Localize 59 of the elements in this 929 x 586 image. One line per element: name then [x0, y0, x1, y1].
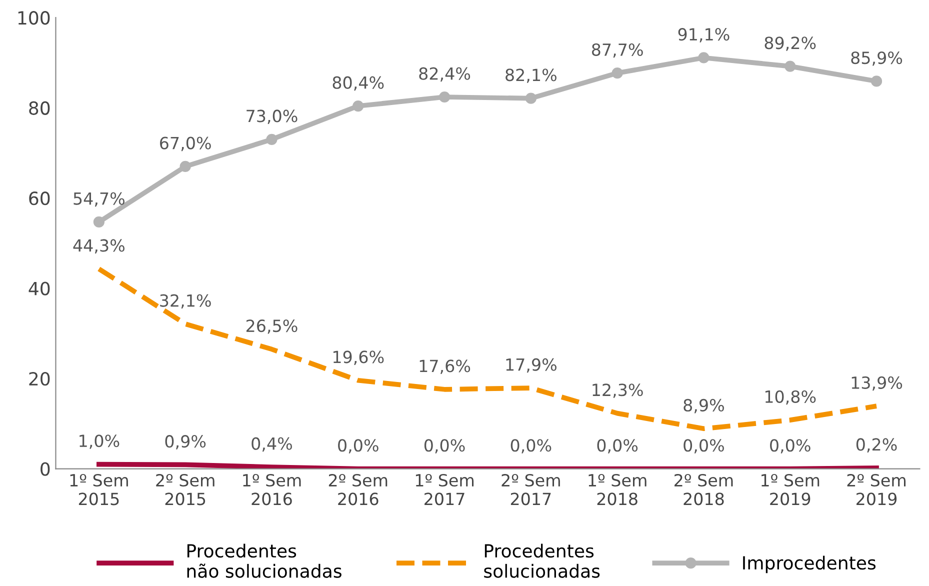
- legend-label: Improcedentes: [743, 556, 876, 574]
- point: [870, 76, 882, 87]
- x-tick-label: 1º Sem 2017: [416, 474, 474, 506]
- data-label: 82,1%: [506, 68, 556, 83]
- data-label: 32,1%: [160, 294, 211, 309]
- point: [612, 68, 623, 79]
- data-label: 10,8%: [765, 390, 816, 405]
- x-tick-label: 2º Sem 2018: [674, 474, 733, 506]
- data-label: 0,0%: [338, 439, 378, 454]
- data-label: 73,0%: [246, 110, 298, 124]
- y-tick-label: 40: [28, 282, 50, 296]
- point: [352, 100, 364, 112]
- legend-label: Procedentes solucionadas: [484, 544, 600, 578]
- data-label: 26,5%: [246, 320, 298, 334]
- point: [438, 91, 450, 103]
- point: [698, 52, 710, 64]
- x-tick-label: 1º Sem 2018: [588, 474, 646, 506]
- data-label: 0,2%: [856, 438, 897, 452]
- y-tick-label: 60: [29, 192, 50, 206]
- data-label: 0,4%: [252, 437, 292, 452]
- y-tick-label: 80: [29, 101, 50, 115]
- data-label: 87,7%: [592, 43, 643, 58]
- data-label: 13,9%: [852, 376, 902, 391]
- data-label: 82,4%: [419, 67, 470, 82]
- data-label: 17,9%: [506, 358, 556, 373]
- legend-label: Procedentes não solucionadas: [187, 544, 342, 578]
- y-tick-label: 20: [29, 372, 50, 386]
- data-label: 44,3%: [73, 239, 124, 254]
- point: [93, 216, 104, 228]
- data-label: 0,0%: [684, 439, 724, 454]
- point: [266, 134, 278, 145]
- data-label: 89,2%: [764, 36, 816, 51]
- data-label: 1,0%: [80, 434, 120, 449]
- y-tick-label: 100: [18, 11, 50, 25]
- x-tick-label: 1º Sem 2016: [243, 474, 301, 506]
- data-label: 54,7%: [74, 192, 124, 207]
- data-label: 17,6%: [420, 360, 470, 374]
- x-tick-label: 2º Sem 2019: [847, 474, 906, 506]
- data-label: 19,6%: [333, 350, 384, 365]
- data-label: 85,9%: [851, 51, 902, 66]
- data-label: 12,3%: [592, 384, 643, 398]
- x-tick-label: 1º Sem 2019: [762, 474, 820, 506]
- x-tick-label: 2º Sem 2016: [328, 474, 388, 506]
- y-tick-label: 0: [40, 462, 50, 476]
- point: [180, 160, 191, 172]
- data-label: 0,0%: [424, 439, 465, 454]
- point: [525, 92, 536, 104]
- x-tick-label: 2º Sem 2015: [156, 474, 214, 506]
- data-label: 0,9%: [165, 435, 206, 450]
- x-tick-label: 2º Sem 2017: [502, 474, 560, 506]
- data-label: 91,1%: [678, 28, 730, 42]
- point: [784, 60, 796, 72]
- data-label: 0,0%: [510, 439, 552, 454]
- data-label: 67,0%: [160, 136, 211, 152]
- data-label: 0,0%: [597, 439, 638, 454]
- data-label: 8,9%: [684, 398, 724, 414]
- data-label: 80,4%: [332, 76, 384, 91]
- data-label: 0,0%: [770, 439, 810, 454]
- x-tick-label: 1º Sem 2015: [70, 474, 128, 506]
